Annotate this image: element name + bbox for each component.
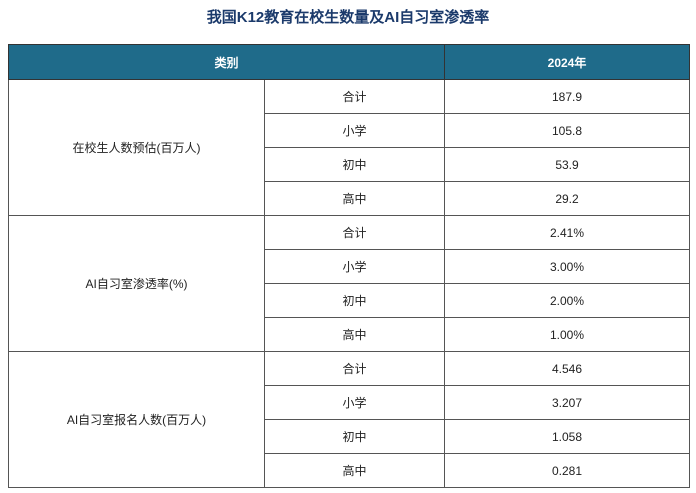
header-cell: 类别 <box>7 44 446 80</box>
title: 我国K12教育在校生数量及AI自习室渗透率 <box>206 9 490 26</box>
sub-category: 合计 <box>263 215 446 250</box>
table-row: 初中 2.00% <box>9 283 691 318</box>
sub-category: 初中 <box>263 283 446 318</box>
table-row: 小学 3.00% <box>9 249 691 284</box>
sub-category: 小学 <box>263 249 446 284</box>
value-cell: 3.207 <box>444 385 691 420</box>
value-cell: 187.9 <box>444 79 691 114</box>
table-row: 高中 1.00% <box>9 317 691 352</box>
table-row: AI自习室报名人数(百万人) 合计 4.546 <box>8 351 691 488</box>
table-row: 高中 0.281 <box>9 453 691 488</box>
value-cell: 105.8 <box>444 113 691 148</box>
value-cell: 1.00% <box>444 317 691 352</box>
sub-category: 小学 <box>263 385 446 420</box>
header-row: 类别 2024年 <box>7 44 691 80</box>
table-row: 初中 53.9 <box>9 147 691 182</box>
value-cell: 53.9 <box>444 147 691 182</box>
value-cell: 4.546 <box>444 351 691 386</box>
value-cell: 29.2 <box>444 181 691 216</box>
table-row: AI自习室渗透率(%) 合计 2.41% <box>8 215 691 352</box>
sub-category: 合计 <box>263 351 446 386</box>
sub-category: 小学 <box>263 113 446 148</box>
sub-category: 高中 <box>263 181 446 216</box>
sub-category: 合计 <box>263 79 446 114</box>
table-row: 初中 1.058 <box>9 419 691 454</box>
table-row: 在校生人数预估(百万人) 合计 187.9 <box>8 79 691 216</box>
value-cell: 2.00% <box>444 283 691 318</box>
value-cell: 2.41% <box>444 215 691 250</box>
sub-category: 初中 <box>263 147 446 182</box>
value-cell: 0.281 <box>444 453 691 488</box>
group-label: 在校生人数预估(百万人) <box>8 79 265 216</box>
sub-category: 高中 <box>263 317 446 352</box>
sub-category: 高中 <box>263 453 446 488</box>
table-row: 小学 105.8 <box>9 113 691 148</box>
sub-category: 初中 <box>263 419 446 454</box>
group-label: AI自习室报名人数(百万人) <box>8 351 265 488</box>
value-cell: 3.00% <box>444 249 691 284</box>
group-label: AI自习室渗透率(%) <box>8 215 265 352</box>
data-table: 类别 2024年 在校生人数预估(百万人) 合计 187.9 小学 105.8 初中 53.… <box>7 44 691 488</box>
value-cell: 1.058 <box>444 419 691 454</box>
header-cell: 2024年 <box>444 44 691 80</box>
table-row: 高中 29.2 <box>9 181 691 216</box>
table-row: 小学 3.207 <box>9 385 691 420</box>
